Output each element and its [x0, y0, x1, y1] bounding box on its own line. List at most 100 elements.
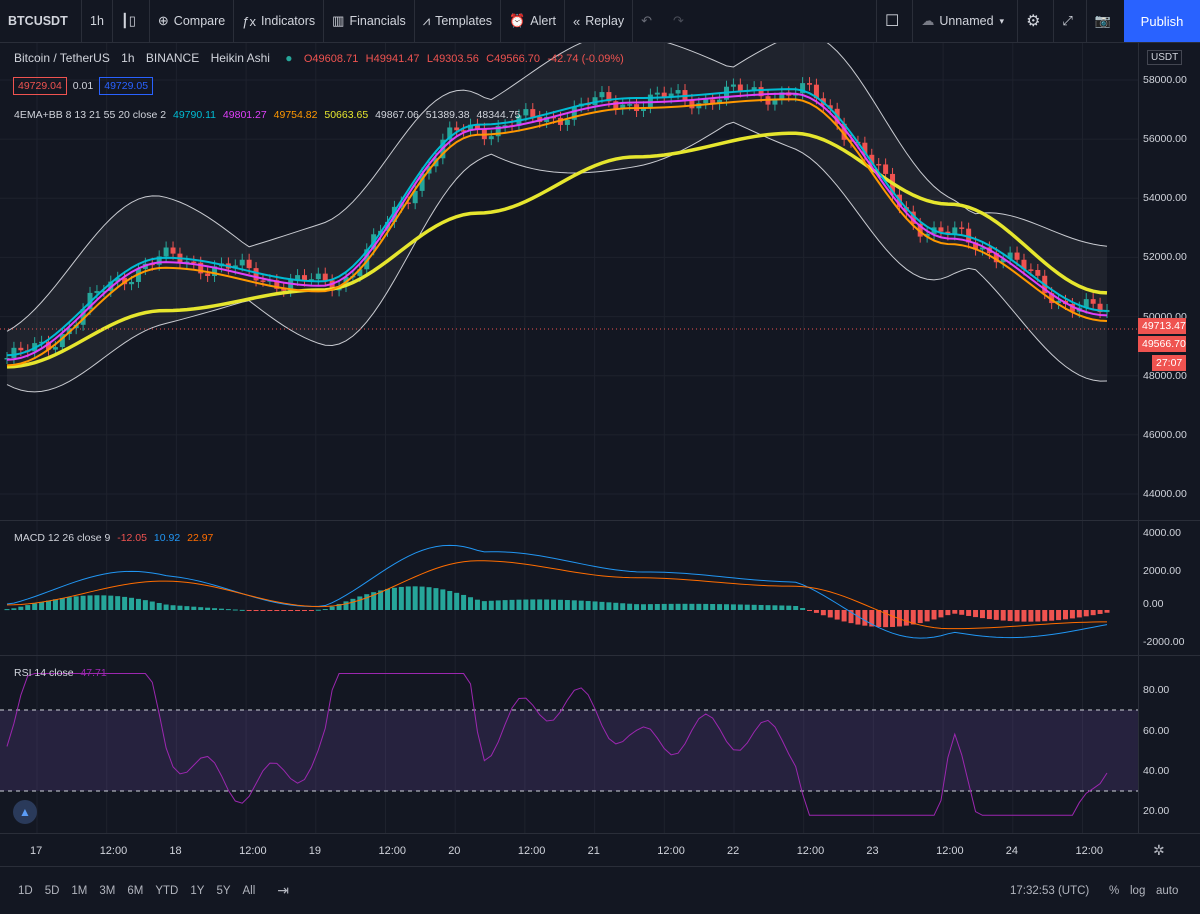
macd-histogram-bar: [246, 610, 252, 611]
macd-histogram-bar: [1062, 610, 1068, 620]
candle-body: [1104, 309, 1110, 313]
macd-histogram-bar: [938, 610, 944, 618]
candle-body: [454, 127, 460, 131]
macd-histogram-bar: [225, 609, 231, 611]
templates-button[interactable]: ⩘ Templates: [415, 0, 502, 42]
candle-body: [1049, 293, 1055, 304]
candle-body: [668, 93, 674, 98]
candle-body: [135, 268, 141, 282]
macd-histogram-bar: [675, 603, 681, 610]
undo-button[interactable]: ↶: [633, 0, 665, 42]
macd-histogram-bar: [772, 605, 778, 610]
candle-body: [18, 347, 24, 351]
auto-toggle[interactable]: auto: [1156, 884, 1179, 897]
range-button-5d[interactable]: 5D: [44, 884, 60, 897]
pane-separator[interactable]: [0, 655, 1200, 656]
candle-body: [274, 280, 280, 289]
rsi-band: [0, 710, 1138, 791]
rsi-axis-label: 40.00: [1143, 765, 1170, 777]
macd-histogram-bar: [966, 610, 972, 616]
macd-histogram-bar: [613, 602, 619, 610]
chart-canvas[interactable]: [0, 43, 1138, 833]
macd-axis-label: 4000.00: [1143, 527, 1181, 539]
macd-histogram-bar: [682, 603, 688, 610]
time-axis-label: 12:00: [796, 845, 825, 857]
candle-body: [938, 227, 944, 232]
candle-body: [308, 279, 314, 281]
candle-body: [862, 142, 868, 155]
macd-histogram-bar: [979, 610, 985, 619]
candle-body: [647, 94, 653, 108]
candle-body: [295, 275, 301, 280]
range-button-5y[interactable]: 5Y: [216, 884, 231, 897]
symbol-search-button[interactable]: BTCUSDT: [0, 0, 82, 42]
expand-button[interactable]: ⤢: [1053, 0, 1085, 42]
currency-label[interactable]: USDT: [1147, 50, 1183, 65]
compare-button[interactable]: ⊕ Compare: [150, 0, 235, 42]
alert-button[interactable]: ⏰ Alert: [501, 0, 565, 42]
ask-price[interactable]: 49729.05: [99, 77, 154, 95]
financials-button[interactable]: ▥ Financials: [324, 0, 415, 42]
candle-body: [966, 228, 972, 243]
tradingview-logo-icon[interactable]: ▲: [13, 800, 37, 824]
range-button-all[interactable]: All: [242, 884, 256, 897]
candle-body: [807, 83, 813, 85]
publish-button[interactable]: Publish: [1124, 0, 1200, 42]
layout-name-button[interactable]: ☁ Unnamed ▾: [912, 0, 1017, 42]
candle-body: [364, 249, 370, 270]
range-button-1m[interactable]: 1M: [71, 884, 88, 897]
macd-histogram-bar: [509, 599, 515, 610]
redo-button[interactable]: ↷: [665, 0, 697, 42]
settings-button[interactable]: ⚙: [1017, 0, 1053, 42]
candle-body: [198, 262, 204, 274]
price-tag-high: 49713.47: [1138, 318, 1186, 334]
replay-button[interactable]: « Replay: [565, 0, 634, 42]
macd-histogram-bar: [1090, 610, 1096, 616]
macd-histogram-bar: [461, 594, 467, 610]
snapshot-button[interactable]: 📷: [1085, 0, 1124, 42]
bid-price[interactable]: 49729.04: [13, 77, 67, 95]
candle-body: [1083, 299, 1089, 308]
indicators-button[interactable]: ƒx Indicators: [234, 0, 325, 42]
time-axis-label: 24: [1005, 845, 1019, 857]
macd-line: [6, 544, 1108, 639]
log-toggle[interactable]: log: [1130, 884, 1146, 897]
pane-separator[interactable]: [0, 520, 1200, 521]
range-button-6m[interactable]: 6M: [127, 884, 144, 897]
macd-histogram-bar: [308, 610, 314, 611]
macd-histogram-bar: [1104, 610, 1110, 613]
macd-histogram-bar: [149, 601, 155, 610]
goto-date-icon[interactable]: ⇥: [277, 882, 290, 898]
chart-type-button[interactable]: ┃▯: [113, 0, 150, 42]
price-axis[interactable]: [1138, 43, 1200, 833]
macd-histogram-bar: [634, 604, 640, 610]
candle-body: [246, 259, 252, 269]
axis-settings-icon[interactable]: ✲: [1153, 842, 1165, 858]
percent-toggle[interactable]: %: [1109, 884, 1120, 897]
macd-histogram-bar: [917, 610, 923, 624]
main-legend: Bitcoin / TetherUS 1h BINANCE Heikin Ash…: [14, 51, 628, 65]
indicator-legend[interactable]: 4EMA+BB 8 13 21 55 20 close 2 49790.11 4…: [14, 109, 524, 121]
symbol-title[interactable]: Bitcoin / TetherUS: [14, 51, 110, 65]
interval-button[interactable]: 1h: [82, 0, 113, 42]
macd-signal-line: [6, 560, 1108, 630]
rsi-legend[interactable]: RSI 14 close 47.71: [14, 667, 111, 679]
macd-histogram-bar: [1056, 610, 1062, 621]
financials-label: Financials: [349, 14, 406, 28]
chevron-down-icon: ▾: [999, 15, 1005, 26]
macd-legend[interactable]: MACD 12 26 close 9 -12.05 10.92 22.97: [14, 532, 217, 544]
range-button-1d[interactable]: 1D: [18, 884, 33, 897]
range-button-1y[interactable]: 1Y: [190, 884, 205, 897]
macd-histogram-bar: [523, 599, 529, 610]
fullscreen-toggle-button[interactable]: ☐: [875, 0, 912, 42]
range-button-3m[interactable]: 3M: [99, 884, 116, 897]
macd-histogram-bar: [557, 599, 563, 610]
candle-body: [993, 253, 999, 263]
rsi-line: [6, 673, 1108, 816]
clock-label[interactable]: 17:32:53 (UTC): [1010, 884, 1090, 897]
legend-change: -42.74 (-0.09%): [547, 53, 624, 65]
macd-histogram-bar: [765, 605, 771, 610]
macd-histogram-bar: [198, 607, 204, 610]
candle-body: [495, 125, 501, 137]
range-button-ytd[interactable]: YTD: [155, 884, 179, 897]
